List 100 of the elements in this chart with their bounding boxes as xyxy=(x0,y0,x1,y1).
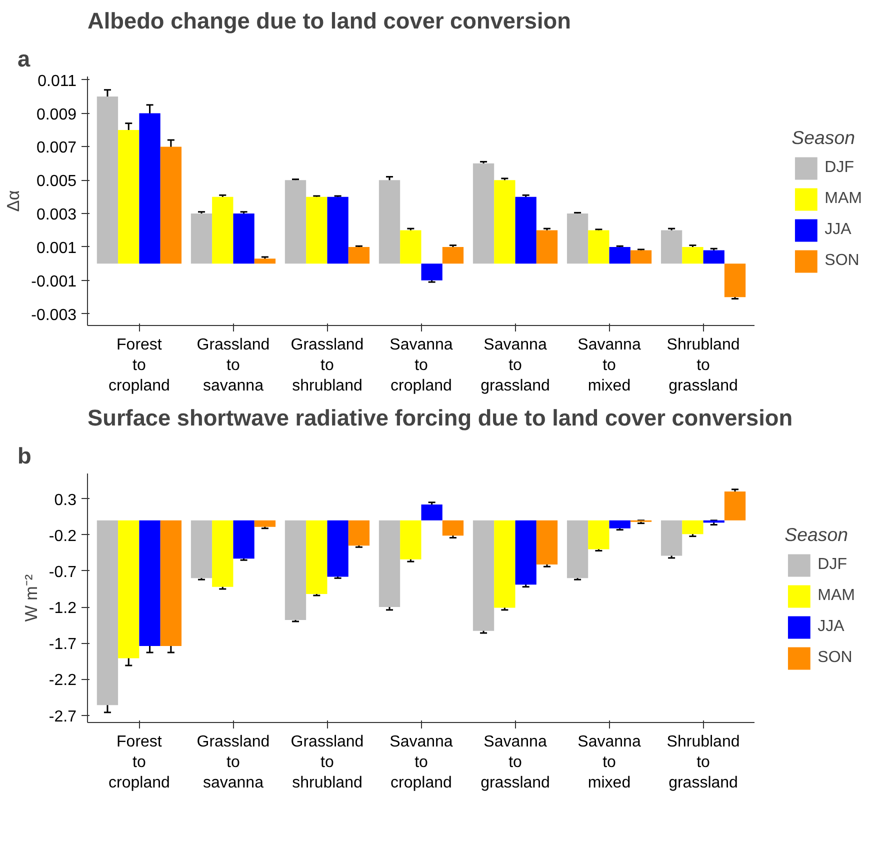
bar xyxy=(378,520,400,608)
x-tick-label: Savanna to mixed xyxy=(578,734,641,792)
bar xyxy=(96,520,118,706)
y-tick-label: 0.007 xyxy=(36,140,77,157)
x-tick-label: Grassland to shrubland xyxy=(290,734,364,792)
legend-label: JJA xyxy=(818,618,844,636)
y-tick-label: -0.001 xyxy=(31,273,77,290)
bar xyxy=(682,520,704,534)
bar xyxy=(139,113,160,264)
x-tick-label: Savanna to cropland xyxy=(390,336,453,394)
y-tick-label: -2.2 xyxy=(48,672,77,690)
y-tick-label: 0.3 xyxy=(54,492,77,509)
bar xyxy=(118,130,140,264)
bar xyxy=(494,180,516,264)
bar xyxy=(515,520,536,585)
y-tick-label: 0.009 xyxy=(36,106,77,124)
y-tick-label: 0.011 xyxy=(38,72,77,90)
x-tick-label: Savanna to grassland xyxy=(480,336,550,394)
bar xyxy=(724,264,746,298)
x-tick-label: Savanna to cropland xyxy=(390,734,453,792)
bar xyxy=(400,230,422,264)
x-tick-label: Grassland to shrubland xyxy=(290,336,364,394)
text: b xyxy=(18,442,32,468)
legend-title: Season xyxy=(784,524,849,546)
bar xyxy=(703,250,724,264)
text: a xyxy=(18,46,30,72)
bar xyxy=(378,180,400,264)
bar xyxy=(254,520,276,527)
bar xyxy=(327,196,348,264)
bar xyxy=(190,214,212,264)
bar xyxy=(212,196,234,264)
bar xyxy=(724,492,746,520)
bar xyxy=(682,246,704,264)
bar xyxy=(536,520,558,564)
bar xyxy=(494,520,516,608)
y-tick-label: 0.005 xyxy=(36,173,77,190)
legend-label: DJF xyxy=(824,158,854,176)
bar xyxy=(400,520,422,560)
x-tick-label: Savanna to grassland xyxy=(480,734,550,792)
bar xyxy=(442,246,464,264)
bar xyxy=(609,246,630,264)
bar xyxy=(609,520,630,528)
chart-title: Albedo change due to land cover conversion xyxy=(88,8,571,34)
legend-title: Season xyxy=(792,126,856,148)
x-tick-label: Forest to cropland xyxy=(108,734,170,792)
legend-label: JJA xyxy=(824,220,852,238)
bar xyxy=(284,520,306,620)
bar xyxy=(212,520,234,587)
y-tick-label: -0.7 xyxy=(48,564,77,581)
bar xyxy=(421,264,442,280)
bar xyxy=(118,520,140,658)
y-axis-title: Δα xyxy=(3,190,24,212)
bar xyxy=(233,214,254,264)
bar xyxy=(588,230,610,264)
y-tick-label: -1.2 xyxy=(48,600,77,618)
x-tick-label: Forest to cropland xyxy=(108,336,170,394)
y-axis-title: W m⁻² xyxy=(20,574,41,622)
y-tick-label: -1.7 xyxy=(48,636,77,654)
bar xyxy=(160,520,182,646)
y-tick-label: -0.2 xyxy=(48,528,77,545)
bar xyxy=(306,520,328,594)
bar xyxy=(160,146,182,264)
legend-label: SON xyxy=(818,648,852,666)
bar xyxy=(233,520,254,559)
bar xyxy=(327,520,348,577)
legend-label: SON xyxy=(824,252,860,270)
bar xyxy=(96,96,118,264)
bar xyxy=(421,504,442,520)
bar xyxy=(536,230,558,264)
bar xyxy=(139,520,160,646)
bar xyxy=(660,230,682,264)
bar xyxy=(190,520,212,578)
bar xyxy=(442,520,464,536)
bar xyxy=(284,180,306,264)
x-tick-label: Savanna to mixed xyxy=(578,336,641,394)
legend-label: DJF xyxy=(818,556,847,574)
x-tick-label: Grassland to savanna xyxy=(196,734,270,792)
x-tick-label: Shrubland to grassland xyxy=(666,336,740,394)
bar xyxy=(472,520,494,631)
bar xyxy=(306,196,328,264)
legend-label: MAM xyxy=(824,190,862,208)
bar xyxy=(566,520,588,578)
bar xyxy=(703,520,724,523)
y-tick-label: 0.001 xyxy=(36,240,77,257)
bar xyxy=(588,520,610,550)
y-tick-label: 0.003 xyxy=(36,206,77,224)
bar xyxy=(472,163,494,264)
x-tick-label: Shrubland to grassland xyxy=(666,734,740,792)
bar xyxy=(254,258,276,264)
legend-label: MAM xyxy=(818,586,855,604)
y-tick-label: -0.003 xyxy=(31,306,77,324)
chart-title: Surface shortwave radiative forcing due to land cover conversion xyxy=(88,404,793,430)
bar xyxy=(515,196,536,264)
bar xyxy=(566,214,588,264)
y-tick-label: -2.7 xyxy=(48,708,77,726)
bar xyxy=(630,250,652,264)
bar xyxy=(348,520,370,546)
x-tick-label: Grassland to savanna xyxy=(196,336,270,394)
bar xyxy=(348,246,370,264)
bar xyxy=(660,520,682,556)
